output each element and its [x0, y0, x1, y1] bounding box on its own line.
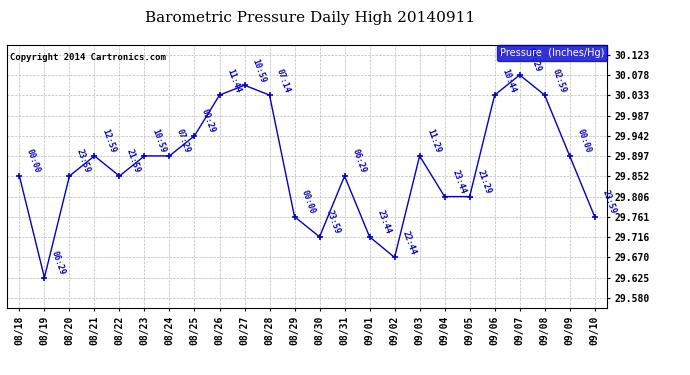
Text: 00:00: 00:00 [300, 189, 317, 215]
Text: 07:29: 07:29 [175, 128, 192, 154]
Text: 23:44: 23:44 [450, 169, 467, 195]
Text: 10:59: 10:59 [250, 57, 267, 84]
Text: 10:59: 10:59 [150, 128, 167, 154]
Text: 11:29: 11:29 [425, 128, 442, 154]
Text: 23:59: 23:59 [600, 189, 618, 215]
Text: 09:29: 09:29 [200, 108, 217, 134]
Text: 23:44: 23:44 [375, 209, 392, 236]
Text: 07:29: 07:29 [525, 47, 542, 74]
Text: 02:59: 02:59 [550, 67, 567, 94]
Text: 12:59: 12:59 [100, 128, 117, 154]
Legend: Pressure  (Inches/Hg): Pressure (Inches/Hg) [497, 45, 607, 61]
Text: 10:44: 10:44 [500, 67, 518, 94]
Text: 21:29: 21:29 [475, 169, 492, 195]
Text: 11:44: 11:44 [225, 67, 242, 94]
Text: 23:59: 23:59 [75, 148, 92, 175]
Text: Copyright 2014 Cartronics.com: Copyright 2014 Cartronics.com [10, 53, 166, 62]
Text: 06:29: 06:29 [50, 250, 67, 276]
Text: 23:59: 23:59 [325, 209, 342, 236]
Text: 06:29: 06:29 [350, 148, 367, 175]
Text: 22:44: 22:44 [400, 230, 417, 256]
Text: Barometric Pressure Daily High 20140911: Barometric Pressure Daily High 20140911 [146, 11, 475, 25]
Text: 21:59: 21:59 [125, 148, 142, 175]
Text: 00:00: 00:00 [25, 148, 42, 175]
Text: 00:00: 00:00 [575, 128, 592, 154]
Text: 07:14: 07:14 [275, 67, 292, 94]
